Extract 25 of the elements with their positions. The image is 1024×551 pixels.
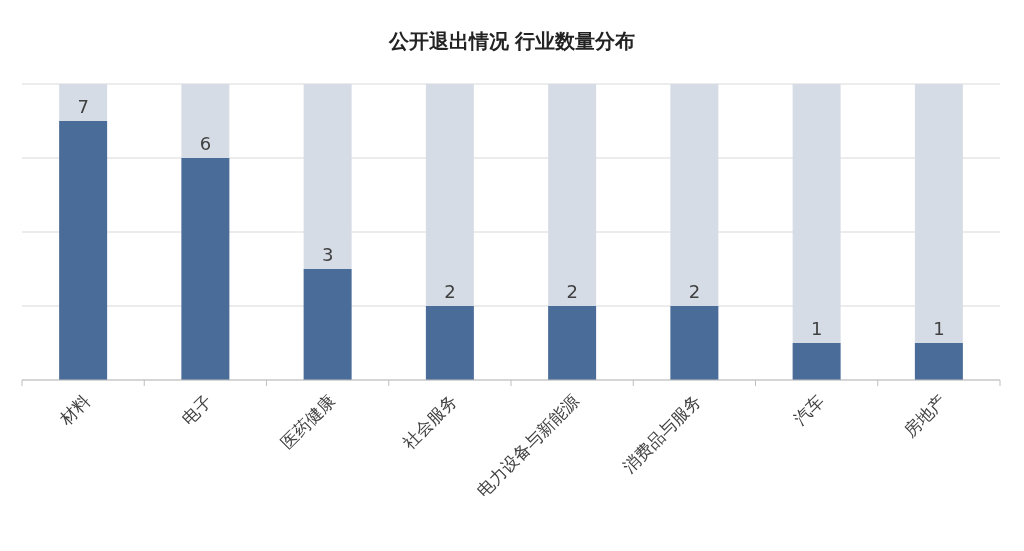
bar <box>181 158 230 380</box>
bar <box>425 306 474 380</box>
bar <box>670 306 719 380</box>
x-tick-label: 材料 <box>55 390 94 430</box>
chart-title: 公开退出情况 行业数量分布 <box>387 29 636 53</box>
x-tick-label: 社会服务 <box>398 390 461 453</box>
x-tick-label: 电子 <box>178 390 217 429</box>
bar <box>914 343 963 380</box>
bar <box>548 84 597 306</box>
bar <box>59 84 108 121</box>
bar <box>425 84 474 306</box>
x-tick-label: 医药健康 <box>276 390 339 453</box>
x-tick-label: 房地产 <box>899 390 950 441</box>
bar <box>59 121 108 380</box>
x-tick-label: 消费品与服务 <box>618 390 706 477</box>
bar <box>548 306 597 380</box>
bar <box>181 84 230 158</box>
bar <box>303 84 352 269</box>
x-tick-label: 电力设备与新能源 <box>472 390 583 501</box>
bar <box>792 343 841 380</box>
bar <box>670 84 719 306</box>
x-tick-label: 汽车 <box>789 390 828 429</box>
bar <box>792 84 841 343</box>
bar <box>303 269 352 380</box>
bar <box>914 84 963 343</box>
